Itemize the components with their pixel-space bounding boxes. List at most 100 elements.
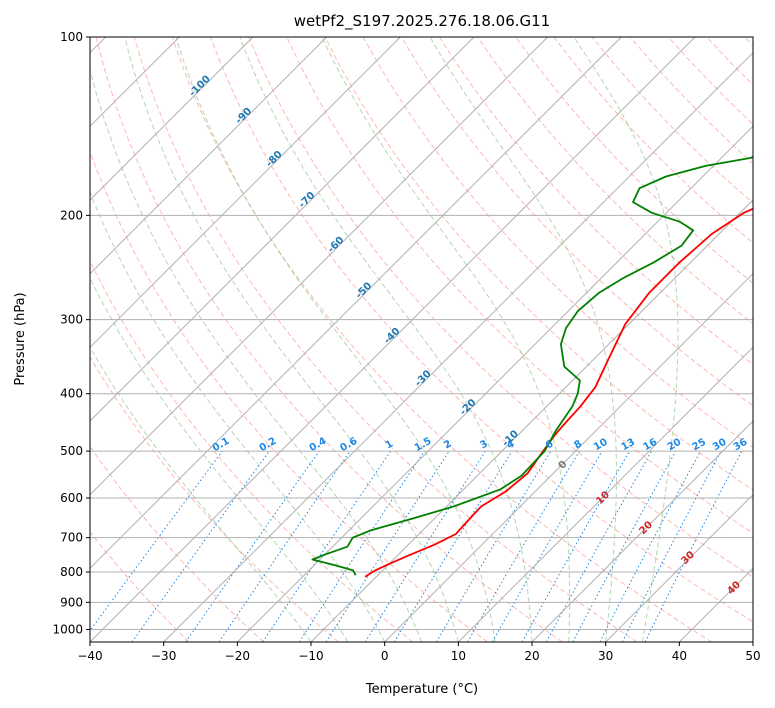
isotherm-line (90, 37, 328, 275)
mixing-ratio-line (298, 450, 425, 642)
moist-adiabat (124, 37, 459, 642)
mixing-ratio-line (621, 450, 722, 642)
isotherm-line (90, 37, 622, 570)
isotherm-line (678, 567, 753, 642)
isotherm-line (163, 51, 753, 642)
isotherm-line (457, 346, 753, 642)
y-tick-label: 900 (60, 595, 83, 609)
x-axis-label: Temperature (°C) (365, 682, 478, 697)
pressure-grid (90, 37, 753, 630)
mixing-ratio-label: 3 (478, 438, 490, 451)
mixing-ratio-line (262, 450, 392, 642)
mixing-ratio-line (435, 450, 552, 642)
mixing-ratio-line (131, 450, 270, 642)
isotherm-line (605, 493, 753, 642)
dry-adiabat (438, 37, 753, 366)
x-tick-label: −40 (77, 649, 102, 663)
isotherm-line (310, 199, 753, 642)
y-tick-label: 1000 (52, 622, 83, 636)
moist-adiabat-label: 30 (679, 549, 697, 567)
dry-adiabat (210, 37, 753, 623)
mixing-ratio-line (572, 450, 677, 642)
dry-adiabat (553, 37, 753, 244)
isotherm-line (90, 37, 696, 642)
dry-adiabat (133, 37, 638, 642)
y-axis: 100 200 300 400 500 600 700 800 900 1000 (52, 30, 90, 636)
mixing-ratio-label: 6 (544, 438, 556, 451)
isotherm-line (236, 125, 753, 642)
x-tick-label: 0 (381, 649, 389, 663)
dewpoint-line (311, 155, 753, 576)
dry-adiabat (90, 356, 339, 642)
dry-adiabat (591, 37, 753, 204)
isotherm-line (90, 37, 401, 349)
isotherm-line (90, 37, 254, 201)
isotherm-label: -50 (354, 281, 375, 302)
dry-adiabat (515, 37, 753, 284)
mixing-ratio-label: 2 (442, 438, 454, 451)
y-tick-label: 200 (60, 208, 83, 222)
x-tick-label: −30 (151, 649, 176, 663)
x-tick-label: 40 (672, 649, 687, 663)
dry-adiabat (706, 37, 753, 86)
y-tick-label: 600 (60, 491, 83, 505)
y-axis-label: Pressure (hPa) (13, 292, 28, 385)
moist-adiabat (239, 37, 533, 642)
dry-adiabat (744, 37, 753, 47)
temperature-line (364, 207, 753, 578)
isotherm-label: -70 (297, 190, 318, 211)
y-tick-label: 700 (60, 531, 83, 545)
y-tick-label: 800 (60, 565, 83, 579)
isotherm-label: -40 (382, 326, 403, 347)
y-tick-label: 500 (60, 444, 83, 458)
mixing-ratio-line (218, 450, 351, 642)
moist-adiabat-label: 0 (557, 459, 570, 472)
dry-adiabat (171, 37, 712, 642)
dry-adiabat (324, 37, 753, 491)
isotherm-line (531, 420, 753, 642)
mixing-ratio-label: 8 (572, 438, 584, 451)
mixing-ratio-line (185, 450, 320, 642)
sounding-profiles (311, 155, 753, 578)
dry-adiabat (248, 37, 753, 578)
mixing-ratio-line (644, 450, 743, 642)
moist-adiabat-label: 10 (594, 489, 612, 507)
moist-adiabat (573, 37, 679, 642)
isotherm-label: -80 (264, 149, 285, 170)
moist-adiabat (90, 190, 386, 642)
moist-adiabat (429, 37, 617, 642)
mixing-ratio-line (90, 450, 223, 632)
mixing-ratio-line (545, 450, 653, 642)
x-tick-label: 30 (598, 649, 613, 663)
dry-adiabat (90, 259, 414, 642)
mixing-ratio-label: 1 (384, 438, 396, 451)
moist-adiabat-label: 40 (725, 579, 743, 597)
line-annotations: 0.1 0.2 0.4 0.6 1 1.5 2 3 4 6 8 10 13 16 20 25 30 36-100-… (187, 74, 749, 597)
moist-adiabat (90, 346, 312, 642)
x-tick-label: 50 (745, 649, 760, 663)
x-tick-label: −10 (298, 649, 323, 663)
dry-adiabat (90, 531, 190, 642)
moist-adiabat (175, 37, 496, 642)
plot-frame (89, 36, 754, 643)
moist-adiabat (90, 67, 422, 642)
isotherm-label: -10 (500, 429, 521, 450)
dry-adiabat (95, 37, 563, 642)
mixing-ratio-line (325, 450, 450, 642)
x-tick-label: −20 (225, 649, 250, 663)
moist-adiabat (90, 277, 349, 642)
chart-title: wetPf2_S197.2025.276.18.06.G11 (294, 12, 550, 31)
dry-adiabat (400, 37, 753, 407)
x-axis: −40 −30 −20 −10 0 10 20 30 40 50 (77, 642, 761, 663)
x-tick-label: 20 (524, 649, 539, 663)
isotherm-line (752, 641, 753, 642)
dry-adiabat (668, 37, 753, 125)
isotherm-label: -100 (187, 74, 213, 100)
isotherm-line (384, 272, 753, 642)
moist-adiabat (321, 37, 571, 642)
isotherm-line (90, 37, 549, 496)
isotherm-label: -60 (326, 235, 347, 256)
isotherm-label: -90 (234, 106, 255, 127)
mixing-ratio-line (599, 450, 701, 642)
